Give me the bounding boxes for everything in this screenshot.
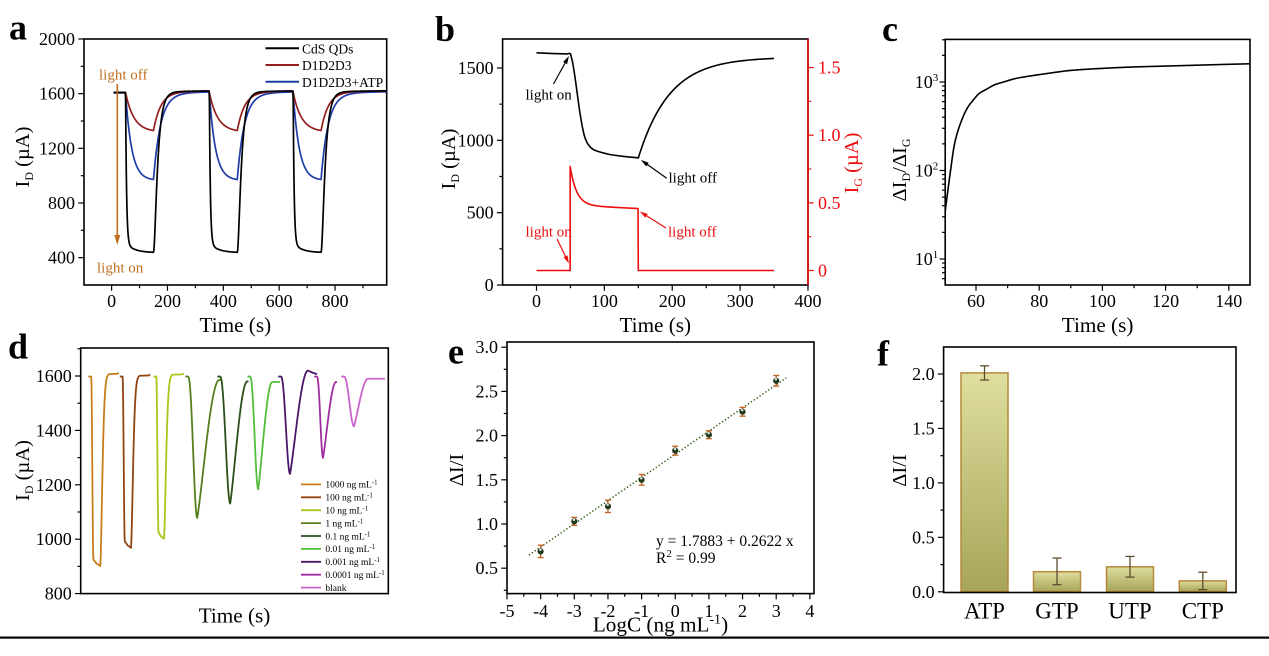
svg-text:GTP: GTP: [1035, 599, 1078, 624]
svg-text:0: 0: [485, 275, 494, 295]
svg-text:1500: 1500: [458, 58, 494, 78]
svg-text:2.0: 2.0: [476, 426, 499, 446]
svg-text:1.0: 1.0: [818, 125, 841, 145]
svg-text:Time (s): Time (s): [1062, 313, 1134, 337]
svg-text:R2 = 0.99: R2 = 0.99: [656, 548, 716, 567]
svg-text:1600: 1600: [36, 366, 72, 386]
svg-text:1400: 1400: [36, 420, 72, 440]
svg-text:LogC (ng mL-1): LogC (ng mL-1): [593, 613, 728, 637]
svg-text:80: 80: [1030, 291, 1048, 311]
svg-text:500: 500: [467, 203, 494, 223]
svg-text:2: 2: [738, 601, 747, 621]
svg-text:3: 3: [772, 601, 781, 621]
svg-text:0.0001 ng mL-1: 0.0001 ng mL-1: [325, 570, 384, 581]
svg-text:200: 200: [659, 291, 686, 311]
svg-text:1.0: 1.0: [912, 473, 935, 493]
svg-text:100 ng mL-1: 100 ng mL-1: [325, 493, 372, 504]
svg-text:light on: light on: [526, 88, 573, 104]
svg-text:light on: light on: [526, 225, 573, 241]
svg-text:b: b: [435, 9, 455, 49]
svg-text:-2: -2: [600, 601, 615, 621]
svg-text:1200: 1200: [36, 475, 72, 495]
svg-text:1.0: 1.0: [476, 514, 499, 534]
svg-text:light off: light off: [668, 225, 716, 241]
svg-text:4: 4: [805, 601, 814, 621]
svg-text:0: 0: [532, 291, 541, 311]
svg-text:0: 0: [671, 601, 680, 621]
svg-text:800: 800: [322, 291, 349, 311]
svg-text:1: 1: [704, 601, 713, 621]
svg-text:-5: -5: [500, 601, 515, 621]
svg-text:blank: blank: [325, 584, 346, 594]
svg-text:ΔI/I: ΔI/I: [446, 454, 468, 487]
svg-text:400: 400: [48, 248, 75, 268]
svg-text:800: 800: [48, 193, 75, 213]
svg-text:0: 0: [107, 291, 116, 311]
svg-text:1200: 1200: [39, 138, 75, 158]
svg-text:D1D2D3: D1D2D3: [302, 58, 352, 73]
svg-text:UTP: UTP: [1108, 599, 1151, 624]
svg-text:120: 120: [1152, 291, 1179, 311]
svg-text:800: 800: [45, 584, 72, 604]
svg-text:300: 300: [727, 291, 754, 311]
svg-text:Time (s): Time (s): [200, 313, 272, 337]
svg-text:60: 60: [967, 291, 985, 311]
svg-text:101: 101: [915, 249, 939, 269]
svg-text:600: 600: [266, 291, 293, 311]
svg-text:102: 102: [915, 161, 939, 181]
svg-text:Time (s): Time (s): [199, 604, 271, 628]
svg-text:2.0: 2.0: [912, 364, 935, 384]
svg-text:0.5: 0.5: [476, 558, 499, 578]
svg-text:light on: light on: [97, 261, 144, 277]
svg-text:10 ng mL-1: 10 ng mL-1: [325, 506, 368, 517]
svg-text:0.001 ng mL-1: 0.001 ng mL-1: [325, 557, 380, 568]
svg-text:CdS QDs: CdS QDs: [302, 41, 353, 56]
svg-text:1000 ng mL-1: 1000 ng mL-1: [325, 480, 377, 491]
svg-text:e: e: [448, 331, 464, 371]
svg-text:0.01 ng mL-1: 0.01 ng mL-1: [325, 544, 375, 555]
svg-text:103: 103: [915, 72, 939, 92]
svg-text:400: 400: [794, 291, 821, 311]
svg-text:1.5: 1.5: [912, 418, 935, 438]
svg-text:a: a: [9, 7, 27, 47]
svg-text:0.1 ng mL-1: 0.1 ng mL-1: [325, 531, 370, 542]
svg-text:1.5: 1.5: [476, 470, 499, 490]
svg-text:1.5: 1.5: [818, 58, 841, 78]
svg-text:c: c: [882, 9, 898, 49]
svg-text:f: f: [877, 333, 890, 373]
svg-text:2.5: 2.5: [476, 381, 499, 401]
svg-text:0.5: 0.5: [912, 527, 935, 547]
svg-text:400: 400: [210, 291, 237, 311]
svg-text:0.5: 0.5: [818, 193, 841, 213]
svg-text:ATP: ATP: [964, 599, 1005, 624]
svg-text:light off: light off: [99, 68, 147, 84]
svg-text:1000: 1000: [458, 130, 494, 150]
svg-text:200: 200: [154, 291, 181, 311]
svg-text:1000: 1000: [36, 529, 72, 549]
svg-text:CTP: CTP: [1182, 599, 1224, 624]
svg-text:d: d: [8, 326, 28, 366]
svg-text:0.0: 0.0: [912, 582, 935, 602]
svg-text:ΔI/I: ΔI/I: [889, 454, 911, 487]
svg-text:100: 100: [591, 291, 618, 311]
svg-text:D1D2D3+ATP: D1D2D3+ATP: [302, 75, 383, 90]
svg-text:-3: -3: [567, 601, 582, 621]
svg-text:100: 100: [1089, 291, 1116, 311]
svg-text:-4: -4: [533, 601, 548, 621]
svg-text:Time (s): Time (s): [619, 313, 691, 337]
svg-text:3.0: 3.0: [476, 337, 499, 357]
svg-text:1600: 1600: [39, 84, 75, 104]
svg-text:1 ng mL-1: 1 ng mL-1: [325, 518, 363, 529]
svg-text:light off: light off: [669, 171, 717, 187]
svg-text:ΔID/ΔIG: ΔID/ΔIG: [889, 138, 913, 201]
svg-text:y = 1.7883 + 0.2622 x: y = 1.7883 + 0.2622 x: [656, 533, 794, 550]
svg-text:-1: -1: [634, 601, 649, 621]
svg-text:2000: 2000: [39, 29, 75, 49]
svg-text:0: 0: [818, 261, 827, 281]
svg-text:140: 140: [1215, 291, 1242, 311]
